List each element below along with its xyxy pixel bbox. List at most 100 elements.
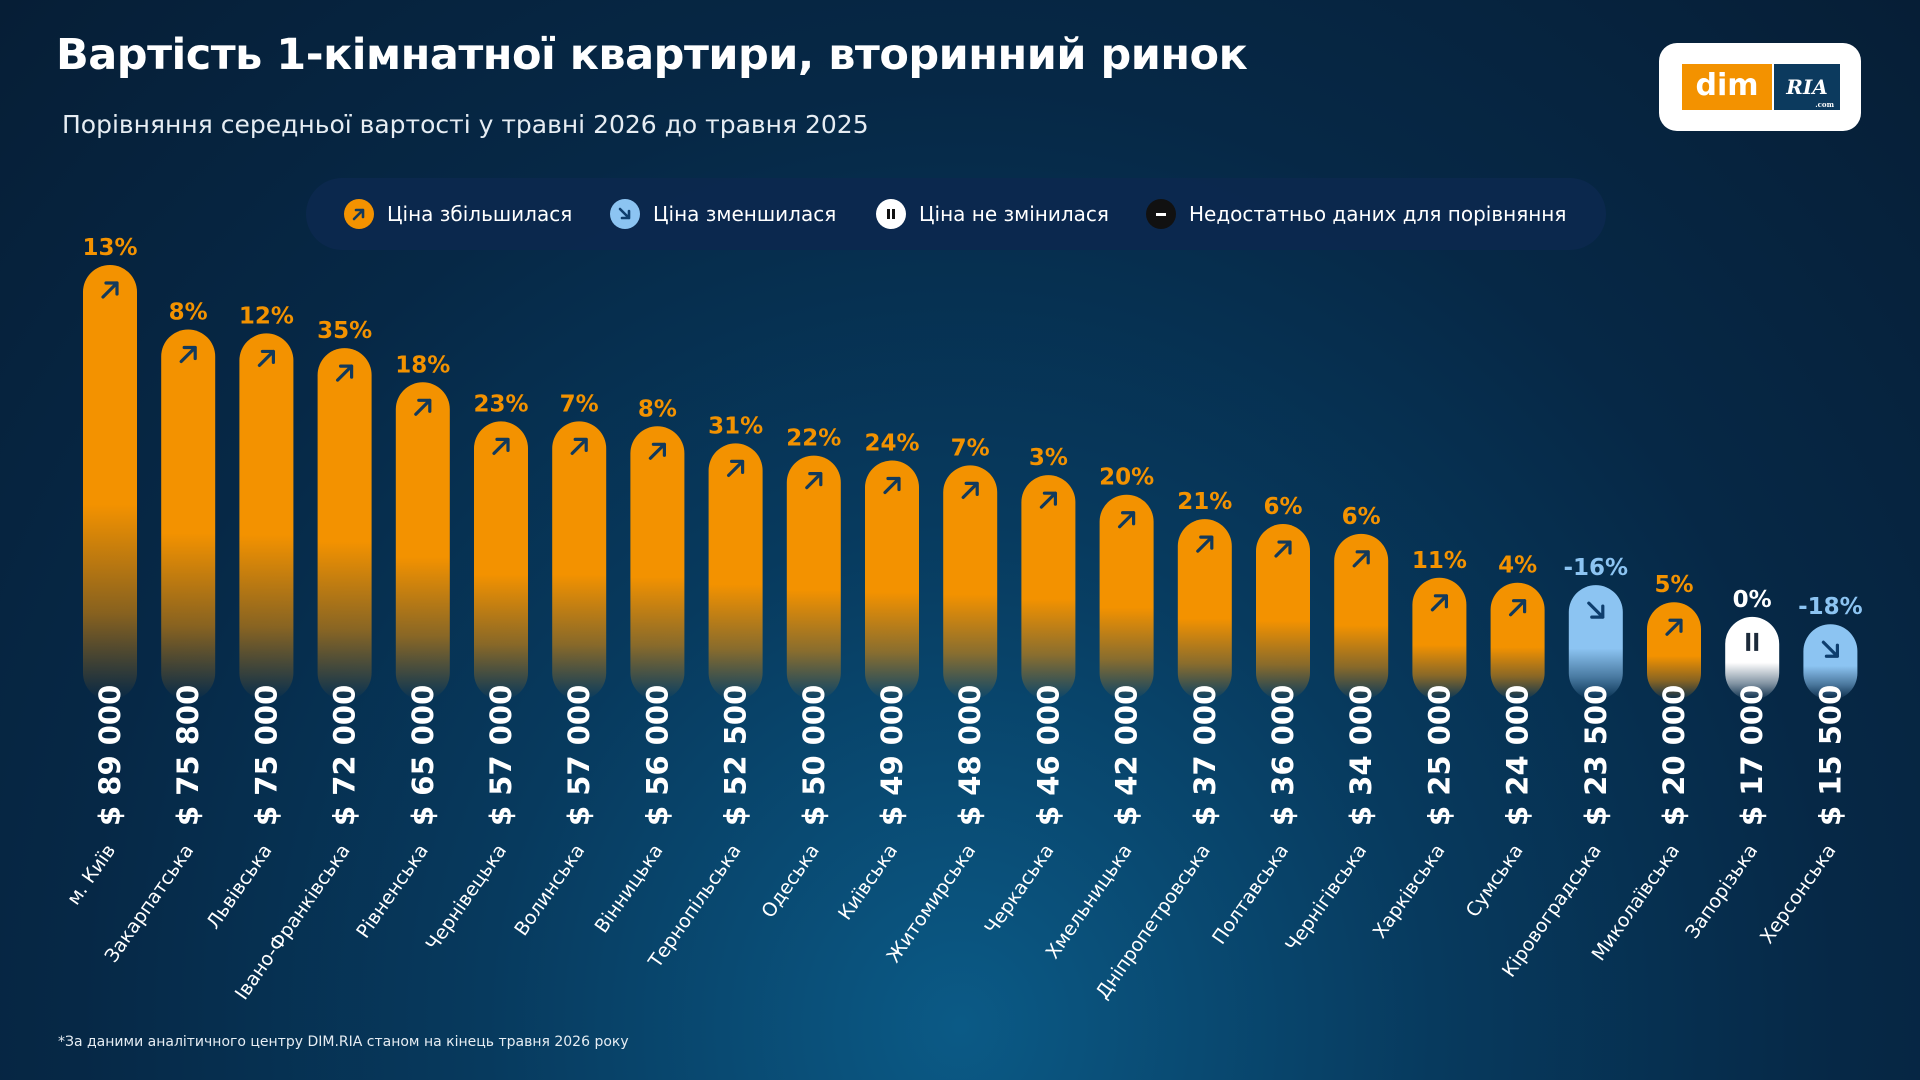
arrow-up-right-icon — [1665, 618, 1683, 636]
legend-item-increase: Ціна збільшилася — [344, 198, 572, 230]
change-label: 6% — [1263, 494, 1302, 520]
change-label: 23% — [473, 391, 528, 417]
bar — [1490, 582, 1545, 700]
category-label: Чернівецька — [422, 840, 512, 955]
change-label: 31% — [708, 413, 763, 439]
price-label: $ 48 000 — [953, 685, 987, 826]
arrow-down-right-icon — [610, 199, 640, 229]
price-label: $ 65 000 — [406, 685, 440, 826]
price-label: $ 23 500 — [1579, 685, 1613, 826]
bar — [1568, 585, 1623, 700]
change-label: 20% — [1099, 465, 1154, 491]
footnote: *За даними аналітичного центру DIM.RIA с… — [58, 1034, 629, 1050]
minus-icon — [1146, 199, 1176, 229]
change-label: 3% — [1029, 445, 1068, 471]
price-label: $ 57 000 — [484, 685, 518, 826]
legend-label-increase: Ціна збільшилася — [387, 202, 573, 226]
chart-subtitle: Порівняння середньої вартості у травні 2… — [62, 110, 869, 139]
category-label: Херсонська — [1756, 840, 1841, 948]
bar — [865, 460, 919, 700]
arrow-up-right-icon — [570, 437, 588, 456]
category-label: Одеська — [757, 840, 824, 922]
category-label: Черкаська — [980, 840, 1058, 938]
price-label: $ 49 000 — [875, 685, 909, 826]
bar — [1099, 494, 1154, 700]
category-label: Львівська — [202, 840, 276, 933]
bar — [1803, 624, 1858, 700]
change-label: 22% — [786, 426, 841, 452]
category-label: Миколаївська — [1588, 840, 1685, 965]
price-label: $ 34 000 — [1344, 685, 1378, 826]
chart-title: Вартість 1-кімнатної квартири, вторинний… — [56, 30, 1248, 80]
price-label: $ 57 000 — [562, 685, 596, 826]
change-label: 21% — [1177, 489, 1232, 515]
price-label: $ 89 000 — [93, 685, 127, 826]
arrow-up-right-icon — [414, 398, 432, 416]
arrow-up-right-icon — [883, 476, 901, 495]
bar — [1334, 533, 1389, 700]
legend-item-decrease: Ціна зменшилася — [610, 198, 836, 230]
bar — [708, 443, 763, 700]
category-label: Хмельницька — [1042, 840, 1137, 963]
arrow-up-right-icon — [727, 459, 745, 477]
pause-icon — [876, 199, 906, 229]
bar — [943, 465, 998, 700]
arrow-up-right-icon — [1509, 599, 1527, 617]
category-label: Сумська — [1462, 840, 1528, 921]
bar — [161, 329, 216, 700]
price-label: $ 52 500 — [719, 685, 753, 826]
change-label: 7% — [560, 391, 599, 417]
logo-ria-part: RIA .com — [1774, 64, 1840, 110]
bar — [1177, 519, 1232, 700]
bar — [239, 333, 294, 700]
change-label: 7% — [951, 435, 990, 461]
category-label: Запорізька — [1681, 840, 1762, 942]
bar — [395, 382, 450, 700]
price-label: $ 24 000 — [1501, 685, 1535, 826]
change-label: 11% — [1412, 548, 1467, 574]
arrow-down-right-icon — [1587, 601, 1605, 619]
arrow-up-right-icon — [336, 364, 354, 382]
price-label: $ 17 000 — [1735, 685, 1769, 826]
change-label: 24% — [864, 431, 919, 457]
category-label: Чернігівська — [1281, 840, 1371, 956]
price-label: $ 42 000 — [1110, 685, 1144, 826]
bar — [630, 426, 685, 700]
change-label: 6% — [1342, 504, 1381, 530]
logo-ria-text: RIA — [1786, 75, 1828, 99]
price-label: $ 72 000 — [328, 685, 362, 826]
dim-ria-logo: dim RIA .com — [1659, 43, 1861, 131]
arrow-up-right-icon — [1039, 491, 1057, 509]
price-label: $ 56 000 — [640, 685, 674, 826]
change-label: 18% — [395, 352, 450, 378]
bar — [786, 455, 841, 700]
logo-ria-suffix: .com — [1815, 100, 1834, 109]
price-label: $ 25 000 — [1422, 685, 1456, 826]
bar — [1725, 616, 1780, 700]
legend: Ціна збільшилася Ціна зменшилася Ціна не… — [306, 178, 1606, 250]
price-label: $ 20 000 — [1657, 685, 1691, 826]
bar — [317, 348, 372, 700]
pause-icon-bar — [1754, 632, 1759, 651]
bar — [1647, 602, 1701, 700]
bar — [1412, 577, 1467, 700]
price-label: $ 15 500 — [1813, 685, 1847, 826]
change-label: 0% — [1733, 587, 1772, 613]
price-label: $ 75 800 — [171, 685, 205, 826]
bar — [474, 421, 528, 700]
category-label: Вінницька — [591, 840, 668, 937]
price-label: $ 75 000 — [249, 685, 283, 826]
arrow-up-right-icon — [344, 199, 374, 229]
arrow-up-right-icon — [1352, 550, 1370, 568]
change-label: 4% — [1498, 553, 1537, 579]
bar — [83, 265, 137, 700]
price-label: $ 46 000 — [1031, 685, 1065, 826]
category-label: Київська — [834, 840, 902, 924]
logo-dim-part: dim — [1682, 64, 1772, 110]
category-label: Харківська — [1369, 840, 1450, 942]
arrow-up-right-icon — [492, 437, 510, 456]
arrow-up-right-icon — [1430, 594, 1448, 612]
price-label: $ 50 000 — [797, 685, 831, 826]
arrow-up-right-icon — [1118, 511, 1136, 529]
